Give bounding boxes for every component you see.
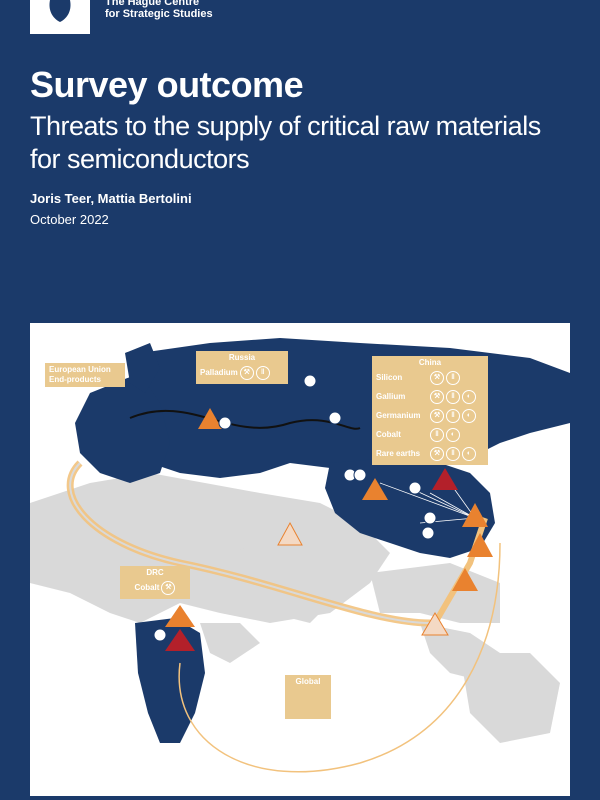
scale-icon: ◐: [446, 427, 460, 442]
pickaxe-icon: ⚒: [430, 389, 444, 404]
org-line-1: The Hague Centre: [105, 0, 200, 8]
pause-icon: ‖: [446, 446, 460, 461]
supply-chain-map: European Union End-products Russia Palla…: [30, 323, 570, 796]
logo-icon: [49, 0, 71, 22]
pause-icon: [153, 374, 437, 642]
pause-icon: ‖: [446, 408, 460, 423]
russia-item: Palladium: [200, 367, 238, 377]
pickaxe-icon: ⚒: [430, 370, 444, 385]
china-item-row: Cobalt ‖ ◐: [376, 425, 484, 444]
page-title: Survey outcome: [30, 64, 304, 105]
org-line-2: for Strategic Studies: [105, 8, 213, 20]
org-name: The Hague Centre for Strategic Studies: [105, 0, 213, 20]
eu-label: European Union End-products: [45, 363, 125, 387]
drc-label: DRC Cobalt ⚒: [120, 566, 190, 599]
hcss-logo: [30, 0, 90, 34]
china-item-row: Gallium ⚒ ‖ ◐: [376, 387, 484, 406]
russia-region: [125, 338, 570, 478]
warning-triangle-icon: [165, 408, 493, 715]
pickaxe-icon: ⚒: [161, 580, 176, 595]
china-title: China: [418, 358, 442, 367]
drc-item-row: Cobalt ⚒: [124, 578, 186, 597]
china-item: Silicon: [376, 372, 403, 382]
pickaxe-icon: ⚒: [430, 408, 444, 423]
pause-icon: ‖: [446, 389, 460, 404]
publication-date: October 2022: [30, 212, 109, 227]
china-item: Germanium: [376, 410, 421, 420]
china-item-row: Germanium ⚒ ‖ ◐: [376, 406, 484, 425]
pause-icon: ‖: [430, 427, 444, 442]
eu-label-line1: European Union: [49, 365, 111, 374]
china-item-row: Silicon ⚒ ‖: [376, 368, 484, 387]
pause-icon: ‖: [446, 370, 460, 385]
russia-label: Russia Palladium ⚒ ‖: [196, 351, 288, 384]
russia-item-row: Palladium ⚒ ‖: [200, 363, 284, 382]
drc-item: Cobalt: [134, 582, 160, 592]
china-item: Cobalt: [376, 429, 401, 439]
china-item: Rare earths: [376, 448, 421, 458]
scale-icon: ◐: [462, 446, 476, 461]
global-title: Global: [295, 677, 321, 686]
china-item-row: Rare earths ⚒ ‖ ◐: [376, 444, 484, 463]
russia-title: Russia: [228, 353, 256, 362]
world-map: [30, 338, 570, 773]
pickaxe-icon: ⚒: [430, 446, 444, 461]
pickaxe-icon: ⚒: [239, 365, 254, 380]
china-label: China Silicon ⚒ ‖ Gallium ⚒ ‖ ◐ Germaniu…: [372, 356, 488, 465]
europe-region: [75, 373, 170, 483]
eu-label-line2: End-products: [49, 375, 101, 384]
page-subtitle: Threats to the supply of critical raw ma…: [30, 111, 541, 174]
scale-icon: ◐: [462, 389, 476, 404]
pause-icon: ‖: [255, 365, 270, 380]
china-item: Gallium: [376, 391, 406, 401]
scale-icon: ◐: [462, 408, 476, 423]
global-label: Global: [285, 675, 331, 719]
drc-title: DRC: [146, 568, 164, 577]
authors: Joris Teer, Mattia Bertolini: [30, 191, 192, 206]
drc-region: [135, 618, 205, 743]
